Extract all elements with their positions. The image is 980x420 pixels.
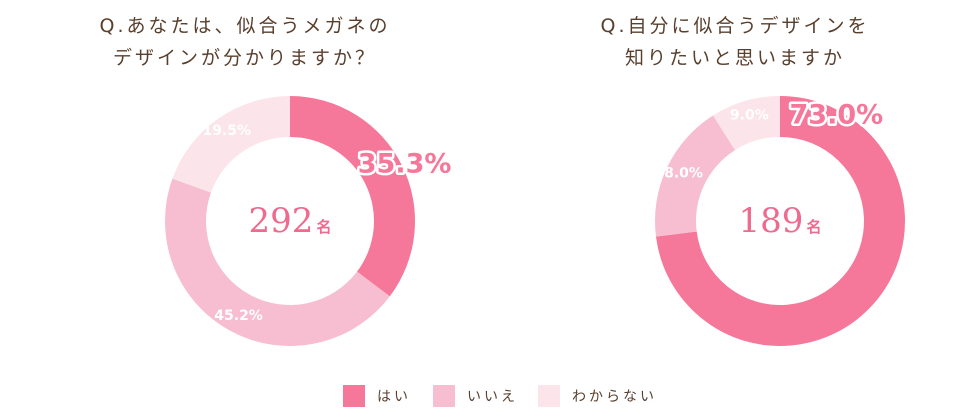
legend-item-no: いいえ <box>433 383 518 409</box>
total-unit: 名 <box>316 218 331 236</box>
legend-swatch-unknown <box>538 385 560 407</box>
legend-label: はい <box>377 389 411 405</box>
total-number: 292 <box>249 201 314 241</box>
value-label: 73.0% <box>790 100 884 131</box>
value-label: 19.5% <box>202 123 251 139</box>
slice-unknown <box>713 96 780 151</box>
legend-swatch-no <box>433 385 455 407</box>
value-label: 18.0% <box>654 165 703 181</box>
slice-no <box>165 178 390 346</box>
total-count: 292 名 <box>249 201 332 241</box>
value-label: 45.2% <box>214 308 263 324</box>
legend-label: わからない <box>572 389 657 405</box>
chart-right: Q.自分に似合うデザインを 知りたいと思いますか 73.0% 18.0% 9.0% 1… <box>490 0 980 380</box>
chart-title: Q.あなたは、似合うメガネの デザインが分かりますか？ <box>99 15 391 69</box>
total-number: 189 <box>739 201 804 241</box>
slice-yes <box>290 96 415 297</box>
slice-unknown <box>172 96 290 193</box>
donut-chart-right: 73.0% 18.0% 9.0% 189 名 <box>654 96 905 346</box>
legend-item-yes: はい <box>343 383 411 409</box>
value-label: 35.3% <box>358 148 452 179</box>
legend: はい いいえ わからない <box>0 383 980 409</box>
total-count: 189 名 <box>739 201 822 241</box>
slice-yes <box>655 96 905 346</box>
total-unit: 名 <box>806 218 821 236</box>
chart-left: Q.あなたは、似合うメガネの デザインが分かりますか？ 35.3% 45.2% 19… <box>0 0 490 380</box>
donut-chart-left: 35.3% 45.2% 19.5% 292 名 <box>165 96 454 346</box>
legend-label: いいえ <box>467 389 518 405</box>
slice-no <box>655 115 735 237</box>
chart-title: Q.自分に似合うデザインを 知りたいと思いますか <box>600 15 870 69</box>
legend-item-unknown: わからない <box>538 383 657 409</box>
legend-swatch-yes <box>343 385 365 407</box>
value-label: 9.0% <box>730 107 769 123</box>
